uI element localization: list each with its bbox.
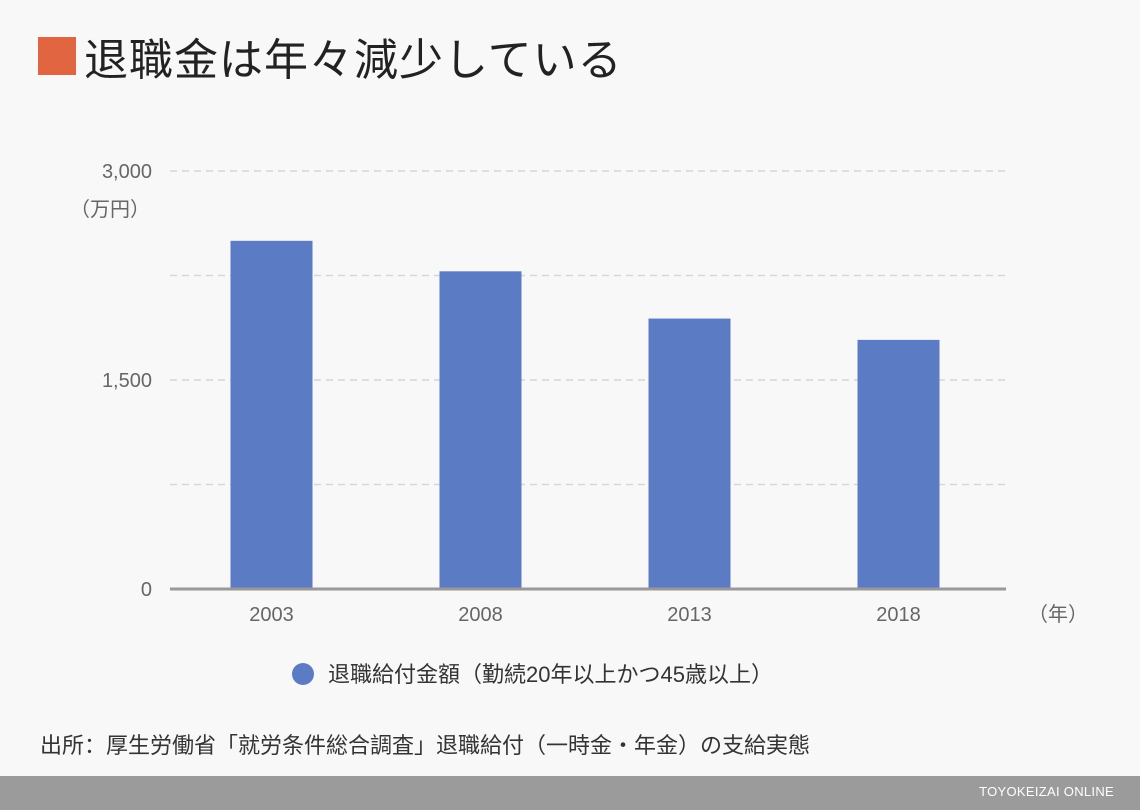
bar [230, 240, 313, 589]
source-note: 出所：厚生労働省「就労条件総合調査」退職給付（一時金・年金）の支給実態 [40, 734, 811, 759]
y-tick-label: 3,000 [102, 161, 152, 183]
bar [648, 318, 731, 589]
brand-label: TOYOKEIZAI ONLINE [979, 784, 1114, 799]
x-tick-label: 2018 [876, 604, 921, 626]
chart-title: 退職金は年々減少している [38, 26, 623, 86]
x-tick-label: 2003 [249, 604, 294, 626]
y-tick-label: 0 [141, 579, 152, 601]
legend-label: 退職給付金額（勤続20年以上かつ45歳以上） [328, 662, 773, 687]
y-tick-label: 1,500 [102, 370, 152, 392]
legend-marker [292, 663, 314, 685]
bar [857, 339, 940, 589]
x-tick-label: 2008 [458, 604, 503, 626]
page-title: 退職金は年々減少している [84, 35, 623, 86]
bar [439, 271, 522, 589]
x-tick-label: 2013 [667, 604, 712, 626]
y-unit-label: （万円） [70, 198, 150, 221]
footer-bar: TOYOKEIZAI ONLINE [0, 776, 1140, 810]
x-unit-label: （年） [1028, 603, 1088, 626]
title-marker [38, 37, 76, 75]
bar-chart: 0 1,500 3,000 （万円） 2003 2008 2013 2018 （年） 退職給付金額… [70, 161, 1088, 687]
